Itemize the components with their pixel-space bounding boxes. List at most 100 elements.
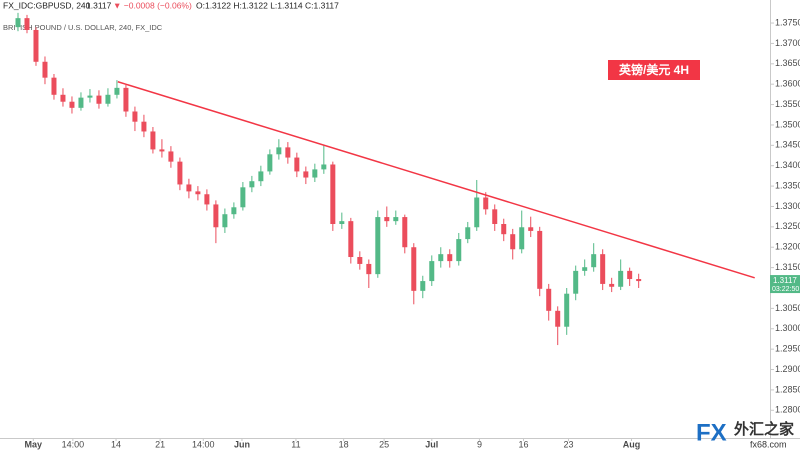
candle-body — [618, 270, 624, 287]
candle-body — [69, 101, 75, 108]
candle-body — [60, 94, 66, 102]
candle-body — [186, 184, 192, 192]
candle-body — [231, 207, 237, 215]
ohlc: O:1.3122 H:1.3122 L:1.3114 C:1.3117 — [196, 0, 339, 10]
y-tick-label: 1.2950 — [775, 344, 800, 354]
last-price: 1.3117 — [86, 0, 112, 10]
candle-body — [600, 254, 606, 284]
candle-body — [132, 111, 138, 122]
candle-body — [429, 261, 435, 282]
candle-body — [339, 221, 345, 224]
candle-body — [555, 310, 561, 327]
candle-body — [384, 217, 390, 222]
candle-body — [42, 61, 48, 78]
candle-body — [537, 230, 543, 289]
candle-body — [87, 95, 93, 98]
candle-body — [213, 204, 219, 228]
candle-body — [312, 169, 318, 178]
candle-body — [159, 149, 165, 152]
x-tick-label: Jul — [425, 439, 438, 449]
change: ▼ −0.0008 (−0.06%) — [113, 0, 192, 10]
x-tick-label: 21 — [155, 439, 165, 449]
candle-body — [204, 194, 210, 205]
x-tick-label: Jun — [234, 439, 250, 449]
x-tick-label: 25 — [379, 439, 389, 449]
candle-body — [285, 147, 291, 158]
watermark-brand: FX — [696, 419, 727, 446]
candle-body — [510, 234, 516, 250]
candle-body — [33, 29, 39, 62]
y-tick-label: 1.3250 — [775, 221, 800, 231]
x-tick-label: 14:00 — [192, 439, 215, 449]
candle-body — [276, 147, 282, 155]
price-tag-label: 1.3117 — [773, 276, 797, 285]
candle-body — [348, 221, 354, 258]
candle-body — [330, 164, 336, 224]
candle-body — [141, 121, 147, 132]
candle-body — [483, 197, 489, 210]
watermark-name: 外汇之家 — [733, 420, 794, 438]
candle-body — [267, 154, 273, 172]
candle-body — [222, 214, 228, 228]
x-tick-label: 14:00 — [62, 439, 85, 449]
candle-body — [123, 87, 129, 112]
candle-body — [420, 281, 426, 291]
x-tick-label: 18 — [339, 439, 349, 449]
y-tick-label: 1.2850 — [775, 384, 800, 394]
candle-body — [564, 293, 570, 327]
y-tick-label: 1.2800 — [775, 405, 800, 415]
candle-body — [447, 254, 453, 262]
candle-body — [240, 187, 246, 208]
y-tick-label: 1.3300 — [775, 201, 800, 211]
price-tag-time: 03:22:50 — [772, 286, 799, 293]
candle-body — [456, 239, 462, 262]
candle-body — [465, 227, 471, 240]
candle-body — [303, 171, 309, 178]
y-tick-label: 1.3600 — [775, 79, 800, 89]
annotation-box — [608, 60, 700, 80]
y-tick-label: 1.3150 — [775, 262, 800, 272]
price-tag — [770, 275, 800, 294]
y-tick-label: 1.3500 — [775, 119, 800, 129]
candle-body — [519, 227, 525, 250]
candle-body — [573, 270, 579, 294]
y-tick-label: 1.3400 — [775, 160, 800, 170]
x-tick-label: 9 — [477, 439, 482, 449]
y-tick-label: 1.3350 — [775, 180, 800, 190]
candle-body — [582, 267, 588, 271]
watermark-site: fx68.com — [750, 439, 787, 449]
x-tick-label: 16 — [519, 439, 529, 449]
candle-body — [393, 217, 399, 222]
candle-body — [51, 77, 57, 95]
candle-body — [78, 97, 84, 108]
candle-body — [474, 197, 480, 228]
y-tick-label: 1.3700 — [775, 38, 800, 48]
y-tick-label: 1.3550 — [775, 99, 800, 109]
trendline — [117, 81, 755, 279]
candle-body — [258, 171, 264, 182]
y-tick-label: 1.3000 — [775, 323, 800, 333]
candle-body — [114, 87, 120, 95]
candle-body — [357, 257, 363, 264]
x-tick-label: 11 — [291, 439, 300, 449]
x-tick-label: Aug — [623, 439, 641, 449]
y-tick-label: 1.2900 — [775, 364, 800, 374]
candle-body — [15, 18, 21, 28]
y-tick-label: 1.3650 — [775, 58, 800, 68]
y-tick-label: 1.3200 — [775, 242, 800, 252]
x-tick-label: 14 — [111, 439, 121, 449]
candle-body — [375, 217, 381, 275]
subtitle: BRITISH POUND / U.S. DOLLAR, 240, FX_IDC — [3, 23, 163, 32]
candle-body — [177, 161, 183, 185]
candle-body — [546, 288, 552, 311]
x-tick-label: May — [25, 439, 43, 449]
candle-body — [411, 247, 417, 291]
candle-body — [492, 209, 498, 224]
annotation: 英镑/美元 4H — [619, 62, 689, 77]
candle-body — [150, 131, 156, 150]
candle-body — [321, 164, 327, 170]
candle-body — [24, 18, 30, 30]
candle-body — [591, 254, 597, 268]
